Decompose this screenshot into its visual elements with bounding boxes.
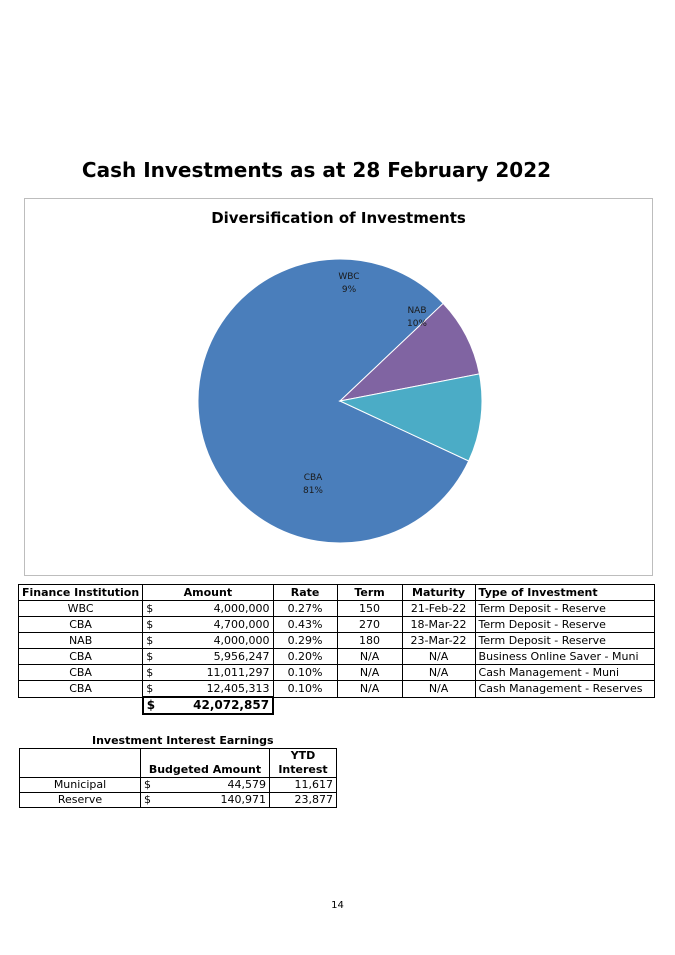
cell-rate: 0.10% <box>272 680 338 698</box>
cell-currency: $ <box>140 792 157 808</box>
cell-currency: $ <box>140 777 157 793</box>
cell-amount: 4,000,000 <box>159 600 274 617</box>
table-row: CBA $ 4,700,000 0.43% 270 18-Mar-22 Term… <box>17 616 656 633</box>
cell-amount: 12,405,313 <box>159 680 274 698</box>
total-currency: $ <box>141 696 160 715</box>
cell-maturity: N/A <box>401 680 476 698</box>
col-header-institution: Finance Institution <box>17 584 144 601</box>
table-row: CBA $ 12,405,313 0.10% N/A N/A Cash Mana… <box>17 680 656 698</box>
investments-header-row: Finance Institution Amount Rate Term Mat… <box>17 584 656 601</box>
cell-amount: 11,011,297 <box>159 664 274 681</box>
cell-type: Cash Management - Muni <box>474 664 656 681</box>
cell-term: 150 <box>336 600 403 617</box>
cell-term: N/A <box>336 648 403 665</box>
cell-maturity: 21-Feb-22 <box>401 600 476 617</box>
total-row: $ 42,072,857 <box>19 696 655 715</box>
cell-rate: 0.43% <box>272 616 338 633</box>
cell-institution: CBA <box>17 648 144 665</box>
pie-slice-cba <box>197 258 470 544</box>
cell-maturity: N/A <box>401 664 476 681</box>
cell-rate: 0.27% <box>272 600 338 617</box>
cell-rate: 0.29% <box>272 632 338 649</box>
page-title: Cash Investments as at 28 February 2022 <box>81 158 552 182</box>
total-spacer <box>402 697 475 714</box>
chart-title: Diversification of Investments <box>211 209 466 227</box>
cell-institution: CBA <box>17 664 144 681</box>
cell-term: 180 <box>336 632 403 649</box>
cell-amount: 4,700,000 <box>159 616 274 633</box>
total-amount: 42,072,857 <box>159 696 275 715</box>
pie-label-cba: CBA <box>304 473 323 483</box>
col-header-ytd: YTD Interest <box>269 748 337 778</box>
pie-chart: CBA 81% WBC 9% NAB 10% <box>197 258 483 544</box>
table-row: CBA $ 11,011,297 0.10% N/A N/A Cash Mana… <box>17 664 656 681</box>
cell-term: N/A <box>336 680 403 698</box>
col-header-amount: Amount <box>142 584 274 601</box>
col-header-term: Term <box>336 584 403 601</box>
earnings-title: Investment Interest Earnings <box>92 734 274 747</box>
col-header-type: Type of Investment <box>474 584 656 601</box>
table-row: Municipal $ 44,579 11,617 <box>19 777 337 793</box>
cell-maturity: 23-Mar-22 <box>401 632 476 649</box>
cell-currency: $ <box>142 616 160 633</box>
cell-term: N/A <box>336 664 403 681</box>
cell-type: Term Deposit - Reserve <box>474 616 656 633</box>
cell-currency: $ <box>142 648 160 665</box>
cell-currency: $ <box>142 632 160 649</box>
cell-type: Term Deposit - Reserve <box>474 600 656 617</box>
total-spacer <box>19 697 143 714</box>
cell-ytd: 23,877 <box>269 792 337 808</box>
cell-institution: CBA <box>17 616 144 633</box>
col-header-rate: Rate <box>272 584 338 601</box>
cell-currency: $ <box>142 680 160 698</box>
pie-label-wbc: WBC <box>338 272 359 282</box>
cell-label: Reserve <box>19 792 141 808</box>
cell-type: Business Online Saver - Muni <box>474 648 656 665</box>
col-header-maturity: Maturity <box>401 584 476 601</box>
cell-ytd: 11,617 <box>269 777 337 793</box>
cell-institution: CBA <box>17 680 144 698</box>
total-spacer <box>475 697 654 714</box>
cell-amount: 4,000,000 <box>159 632 274 649</box>
cell-institution: WBC <box>17 600 144 617</box>
total-spacer <box>273 697 337 714</box>
page-number: 14 <box>331 900 344 911</box>
pie-percent-cba: 81% <box>303 486 323 496</box>
pie-slice-wbc <box>338 302 480 402</box>
cell-type: Cash Management - Reserves <box>474 680 656 698</box>
pie-slice-nab <box>338 373 483 462</box>
cell-rate: 0.20% <box>272 648 338 665</box>
cell-amount: 5,956,247 <box>159 648 274 665</box>
cell-label: Municipal <box>19 777 141 793</box>
pie-label-nab: NAB <box>407 306 426 316</box>
cell-maturity: N/A <box>401 648 476 665</box>
chart-box: Diversification of Investments CBA 81% W… <box>24 198 653 576</box>
table-row: WBC $ 4,000,000 0.27% 150 21-Feb-22 Term… <box>17 600 656 617</box>
cell-currency: $ <box>142 664 160 681</box>
pie-percent-nab: 10% <box>407 319 427 329</box>
pie-percent-wbc: 9% <box>342 285 357 295</box>
table-row: CBA $ 5,956,247 0.20% N/A N/A Business O… <box>17 648 656 665</box>
col-header-blank <box>19 748 141 778</box>
cell-budget: 140,971 <box>157 792 270 808</box>
table-row: Reserve $ 140,971 23,877 <box>19 792 337 808</box>
table-row: NAB $ 4,000,000 0.29% 180 23-Mar-22 Term… <box>17 632 656 649</box>
cell-currency: $ <box>142 600 160 617</box>
col-header-budgeted: Budgeted Amount <box>140 748 270 778</box>
cell-rate: 0.10% <box>272 664 338 681</box>
cell-type: Term Deposit - Reserve <box>474 632 656 649</box>
earnings-header-row: Budgeted Amount YTD Interest <box>19 748 337 778</box>
earnings-table: Budgeted Amount YTD Interest Municipal $… <box>19 748 337 808</box>
investments-table: Finance Institution Amount Rate Term Mat… <box>17 584 656 715</box>
cell-institution: NAB <box>17 632 144 649</box>
cell-term: 270 <box>336 616 403 633</box>
cell-budget: 44,579 <box>157 777 270 793</box>
cell-maturity: 18-Mar-22 <box>401 616 476 633</box>
total-spacer <box>337 697 402 714</box>
